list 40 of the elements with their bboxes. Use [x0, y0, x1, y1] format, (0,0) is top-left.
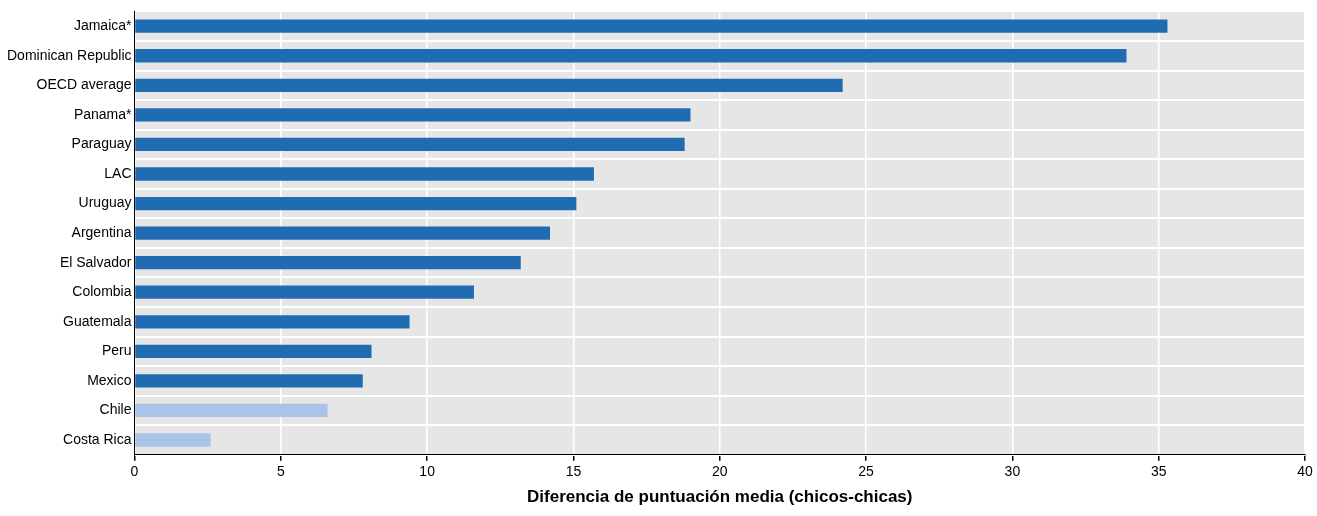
x-tick-label: 0	[130, 463, 139, 480]
bar	[135, 285, 474, 299]
x-tick-label: 30	[1004, 463, 1021, 480]
y-tick-label: OECD average	[36, 76, 132, 93]
bar	[135, 78, 843, 92]
y-tick-label: Costa Rica	[63, 430, 132, 447]
x-tick-label: 10	[419, 463, 436, 480]
y-tick-label: Chile	[99, 401, 132, 418]
y-tick-label: Peru	[101, 342, 132, 359]
bar	[135, 196, 577, 211]
bar	[135, 137, 685, 152]
bar	[135, 256, 521, 270]
bar	[135, 433, 211, 447]
y-tick-label: Dominican Republic	[6, 46, 132, 63]
bar	[135, 167, 594, 181]
x-tick-label: 25	[858, 463, 875, 480]
y-tick-label: Uruguay	[78, 194, 132, 211]
x-tick-label: 15	[565, 463, 582, 480]
x-tick-label: 35	[1150, 463, 1167, 480]
y-tick-label: Guatemala	[63, 312, 132, 329]
x-axis-title: Diferencia de puntuación media (chicos-chicas)	[527, 487, 913, 507]
y-tick-label: Paraguay	[71, 135, 132, 152]
bar	[135, 19, 1168, 33]
bar	[135, 49, 1127, 63]
y-tick-label: Colombia	[72, 283, 132, 300]
y-tick-label: Argentina	[71, 223, 132, 240]
bar	[135, 344, 372, 358]
x-tick-label: 20	[711, 463, 728, 480]
y-tick-label: Mexico	[87, 371, 132, 388]
bar	[135, 403, 328, 418]
y-tick-label: Panama*	[73, 105, 133, 122]
bar	[135, 108, 691, 122]
x-tick-label: 40	[1297, 463, 1313, 480]
bar	[135, 226, 551, 240]
bar	[135, 374, 363, 388]
y-tick-label: Jamaica*	[73, 17, 133, 34]
y-tick-label: LAC	[104, 164, 132, 181]
bar	[135, 315, 410, 329]
x-tick-label: 5	[276, 463, 285, 480]
y-tick-label: El Salvador	[59, 253, 132, 270]
